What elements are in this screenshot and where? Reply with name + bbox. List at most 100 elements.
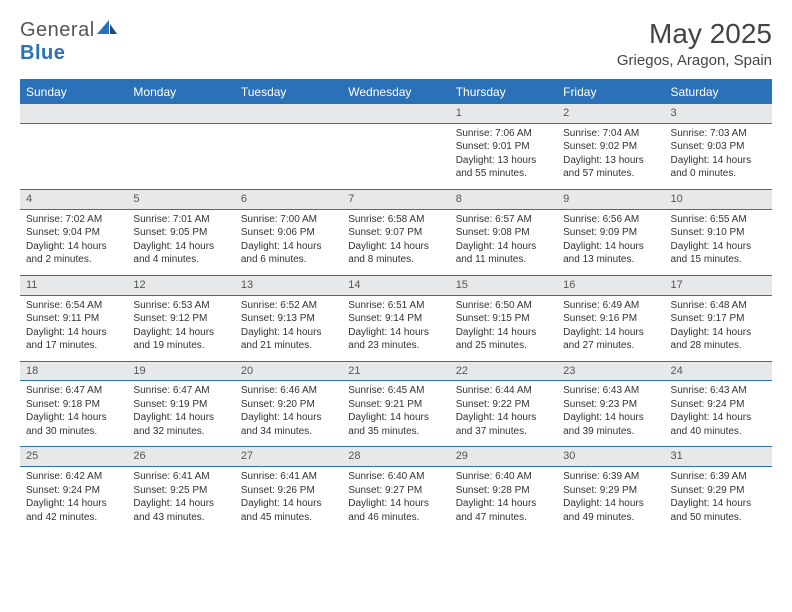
day-cell: Sunrise: 6:48 AMSunset: 9:17 PMDaylight:… [665, 295, 772, 361]
day-number: 4 [20, 189, 127, 209]
day-number [127, 104, 234, 124]
page-header: GeneralBlue May 2025 Griegos, Aragon, Sp… [20, 18, 772, 69]
sunrise-text: Sunrise: 6:43 AM [563, 384, 658, 398]
day-number: 13 [235, 275, 342, 295]
sunrise-text: Sunrise: 7:06 AM [456, 127, 551, 141]
sunset-text: Sunset: 9:03 PM [671, 140, 766, 154]
daylight-text: Daylight: 14 hours and 45 minutes. [241, 497, 336, 524]
daylight-text: Daylight: 14 hours and 47 minutes. [456, 497, 551, 524]
sunrise-text: Sunrise: 6:40 AM [348, 470, 443, 484]
day-number: 22 [450, 361, 557, 381]
day-cell: Sunrise: 6:41 AMSunset: 9:25 PMDaylight:… [127, 467, 234, 533]
sunset-text: Sunset: 9:02 PM [563, 140, 658, 154]
day-cell: Sunrise: 6:40 AMSunset: 9:28 PMDaylight:… [450, 467, 557, 533]
day-number: 21 [342, 361, 449, 381]
day-number: 20 [235, 361, 342, 381]
day-cell: Sunrise: 6:47 AMSunset: 9:18 PMDaylight:… [20, 381, 127, 447]
day-number: 5 [127, 189, 234, 209]
sunrise-text: Sunrise: 7:01 AM [133, 213, 228, 227]
day-cell: Sunrise: 6:58 AMSunset: 9:07 PMDaylight:… [342, 209, 449, 275]
daylight-text: Daylight: 14 hours and 49 minutes. [563, 497, 658, 524]
title-location: Griegos, Aragon, Spain [617, 52, 772, 69]
day-cell: Sunrise: 6:42 AMSunset: 9:24 PMDaylight:… [20, 467, 127, 533]
day-cell: Sunrise: 6:40 AMSunset: 9:27 PMDaylight:… [342, 467, 449, 533]
daylight-text: Daylight: 14 hours and 43 minutes. [133, 497, 228, 524]
daylight-text: Daylight: 14 hours and 28 minutes. [671, 326, 766, 353]
sunrise-text: Sunrise: 6:44 AM [456, 384, 551, 398]
sunrise-text: Sunrise: 6:39 AM [563, 470, 658, 484]
week-row: Sunrise: 6:42 AMSunset: 9:24 PMDaylight:… [20, 467, 772, 533]
sunset-text: Sunset: 9:29 PM [563, 484, 658, 498]
daylight-text: Daylight: 14 hours and 8 minutes. [348, 240, 443, 267]
day-cell: Sunrise: 6:47 AMSunset: 9:19 PMDaylight:… [127, 381, 234, 447]
sunrise-text: Sunrise: 6:47 AM [26, 384, 121, 398]
day-number: 14 [342, 275, 449, 295]
sunset-text: Sunset: 9:27 PM [348, 484, 443, 498]
weekday-header: Tuesday [235, 80, 342, 104]
day-cell: Sunrise: 6:57 AMSunset: 9:08 PMDaylight:… [450, 209, 557, 275]
day-cell: Sunrise: 6:54 AMSunset: 9:11 PMDaylight:… [20, 295, 127, 361]
daynum-row: 123 [20, 104, 772, 124]
daynum-row: 11121314151617 [20, 275, 772, 295]
day-cell [235, 123, 342, 189]
daylight-text: Daylight: 14 hours and 35 minutes. [348, 411, 443, 438]
sunset-text: Sunset: 9:07 PM [348, 226, 443, 240]
daylight-text: Daylight: 14 hours and 39 minutes. [563, 411, 658, 438]
daylight-text: Daylight: 14 hours and 23 minutes. [348, 326, 443, 353]
daylight-text: Daylight: 14 hours and 37 minutes. [456, 411, 551, 438]
day-number: 15 [450, 275, 557, 295]
day-cell [342, 123, 449, 189]
daylight-text: Daylight: 14 hours and 27 minutes. [563, 326, 658, 353]
sunrise-text: Sunrise: 6:41 AM [241, 470, 336, 484]
sunset-text: Sunset: 9:01 PM [456, 140, 551, 154]
day-cell: Sunrise: 6:56 AMSunset: 9:09 PMDaylight:… [557, 209, 664, 275]
day-number: 1 [450, 104, 557, 124]
sunrise-text: Sunrise: 6:48 AM [671, 299, 766, 313]
weekday-header: Saturday [665, 80, 772, 104]
sunset-text: Sunset: 9:14 PM [348, 312, 443, 326]
daylight-text: Daylight: 14 hours and 4 minutes. [133, 240, 228, 267]
day-cell: Sunrise: 6:39 AMSunset: 9:29 PMDaylight:… [665, 467, 772, 533]
day-cell: Sunrise: 7:00 AMSunset: 9:06 PMDaylight:… [235, 209, 342, 275]
day-number: 6 [235, 189, 342, 209]
daylight-text: Daylight: 13 hours and 55 minutes. [456, 154, 551, 181]
sunset-text: Sunset: 9:20 PM [241, 398, 336, 412]
sunrise-text: Sunrise: 6:51 AM [348, 299, 443, 313]
day-cell: Sunrise: 6:43 AMSunset: 9:24 PMDaylight:… [665, 381, 772, 447]
day-cell: Sunrise: 6:44 AMSunset: 9:22 PMDaylight:… [450, 381, 557, 447]
daylight-text: Daylight: 14 hours and 50 minutes. [671, 497, 766, 524]
sunset-text: Sunset: 9:24 PM [26, 484, 121, 498]
sunset-text: Sunset: 9:10 PM [671, 226, 766, 240]
day-cell: Sunrise: 7:01 AMSunset: 9:05 PMDaylight:… [127, 209, 234, 275]
brand-text: GeneralBlue [20, 18, 119, 65]
day-cell: Sunrise: 6:50 AMSunset: 9:15 PMDaylight:… [450, 295, 557, 361]
sunset-text: Sunset: 9:22 PM [456, 398, 551, 412]
sunrise-text: Sunrise: 6:41 AM [133, 470, 228, 484]
sunrise-text: Sunrise: 6:49 AM [563, 299, 658, 313]
sunset-text: Sunset: 9:15 PM [456, 312, 551, 326]
daylight-text: Daylight: 13 hours and 57 minutes. [563, 154, 658, 181]
sunset-text: Sunset: 9:05 PM [133, 226, 228, 240]
weekday-header-row: Sunday Monday Tuesday Wednesday Thursday… [20, 80, 772, 104]
daynum-row: 45678910 [20, 189, 772, 209]
day-number [235, 104, 342, 124]
day-number: 31 [665, 447, 772, 467]
sunset-text: Sunset: 9:29 PM [671, 484, 766, 498]
sunset-text: Sunset: 9:11 PM [26, 312, 121, 326]
sunrise-text: Sunrise: 6:43 AM [671, 384, 766, 398]
weekday-header: Monday [127, 80, 234, 104]
day-number: 12 [127, 275, 234, 295]
day-cell: Sunrise: 7:03 AMSunset: 9:03 PMDaylight:… [665, 123, 772, 189]
sunrise-text: Sunrise: 6:52 AM [241, 299, 336, 313]
day-cell: Sunrise: 7:04 AMSunset: 9:02 PMDaylight:… [557, 123, 664, 189]
title-month: May 2025 [617, 18, 772, 50]
day-number [342, 104, 449, 124]
day-cell: Sunrise: 6:53 AMSunset: 9:12 PMDaylight:… [127, 295, 234, 361]
day-number: 26 [127, 447, 234, 467]
day-cell [20, 123, 127, 189]
day-number: 18 [20, 361, 127, 381]
daylight-text: Daylight: 14 hours and 17 minutes. [26, 326, 121, 353]
day-cell: Sunrise: 6:52 AMSunset: 9:13 PMDaylight:… [235, 295, 342, 361]
sunrise-text: Sunrise: 7:00 AM [241, 213, 336, 227]
sunrise-text: Sunrise: 6:50 AM [456, 299, 551, 313]
